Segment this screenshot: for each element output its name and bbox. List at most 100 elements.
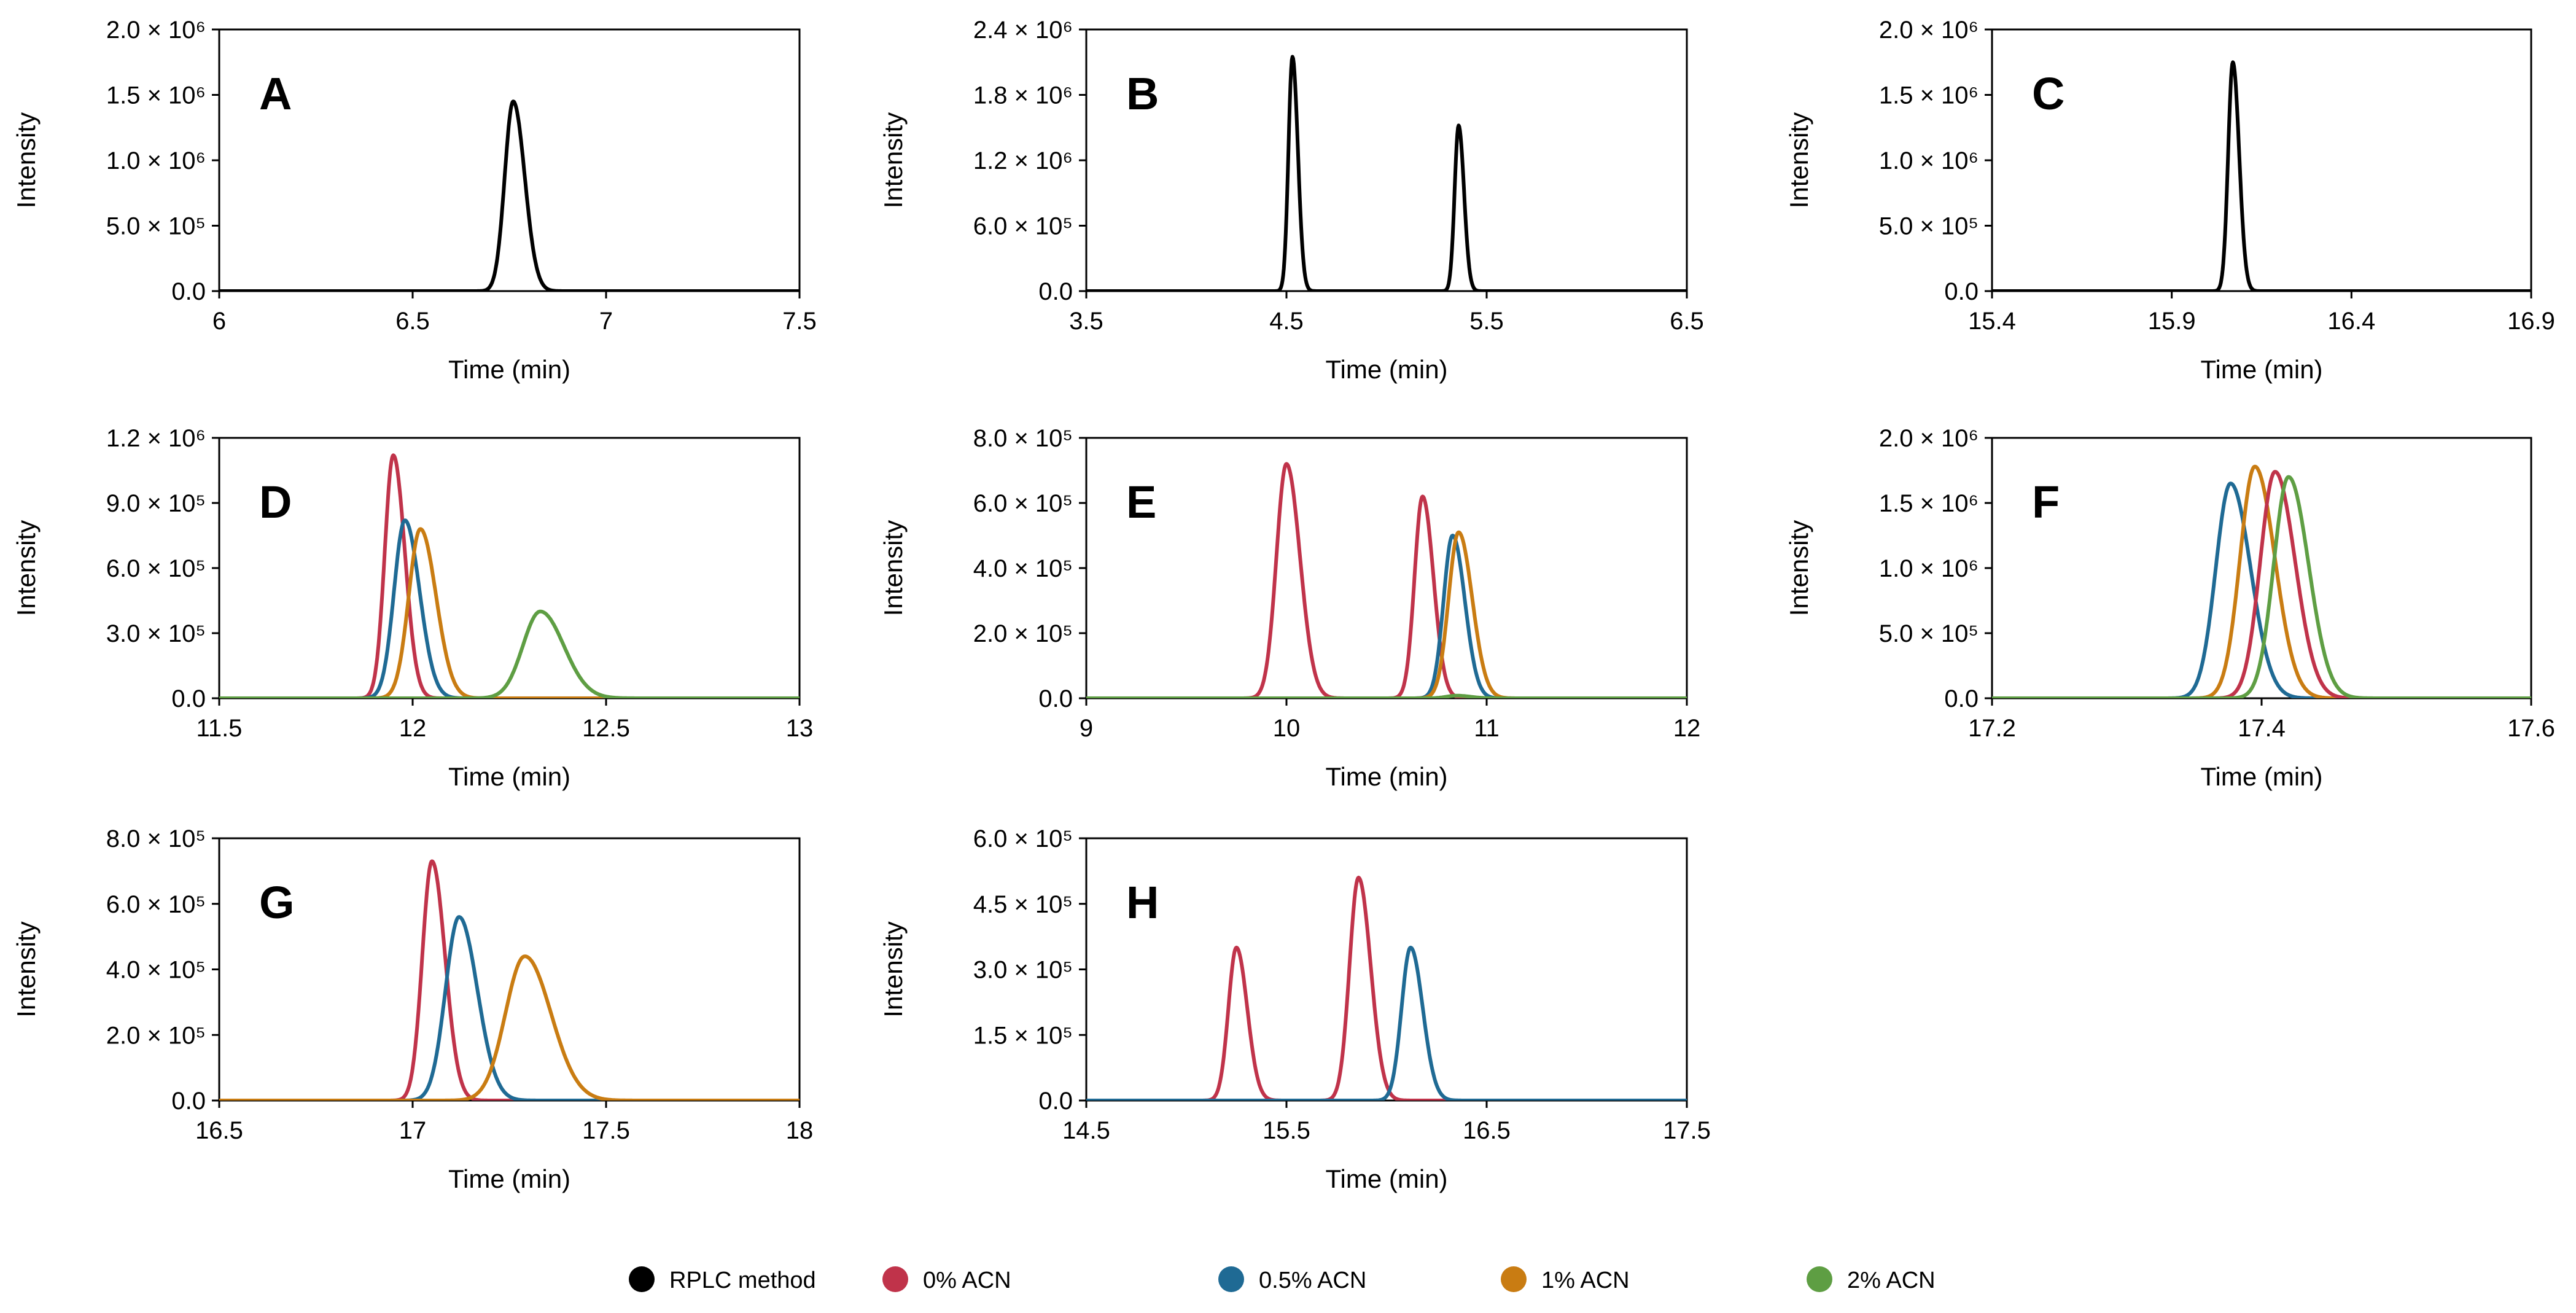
legend-label-acn05: 0.5% ACN	[1259, 1268, 1366, 1293]
y-tick-label: 6.0 × 10⁵	[973, 490, 1073, 517]
series-line-0-5-acn	[1086, 945, 1687, 1101]
panel-a: 0.0 5.0 × 10⁵ 1.0 × 10⁶ 1.5 × 10⁶ 2.0 × 10⁶ 6…	[12, 17, 817, 384]
plot-frame	[1085, 837, 1688, 1102]
x-axis-title: Time (min)	[1325, 762, 1447, 791]
y-axis-title: Intensity	[12, 921, 41, 1017]
y-tick-label: 5.0 × 10⁵	[106, 213, 206, 240]
y-tick-label: 4.0 × 10⁵	[106, 957, 206, 984]
legend-marker-acn0	[882, 1266, 908, 1292]
y-tick-label: 2.0 × 10⁶	[106, 17, 206, 44]
x-tick-label: 6	[212, 308, 226, 335]
plot-frame	[218, 437, 801, 699]
y-tick-label: 0.0	[1944, 278, 1979, 305]
y-tick-label: 8.0 × 10⁵	[973, 425, 1073, 452]
series-line-0-5-acn	[1992, 481, 2531, 698]
series-line-0-acn	[1992, 470, 2531, 698]
panel-letter: G	[259, 877, 295, 928]
y-tick-label: 2.0 × 10⁶	[1879, 17, 1979, 44]
y-tick-label: 4.0 × 10⁵	[973, 555, 1073, 582]
x-tick-label: 7.5	[782, 308, 817, 335]
plot-frame	[218, 837, 801, 1102]
y-tick-label: 1.5 × 10⁶	[106, 82, 206, 109]
y-axis-title: Intensity	[879, 520, 908, 616]
series-line-1-acn	[219, 954, 800, 1101]
y-tick-label: 2.4 × 10⁶	[973, 17, 1073, 44]
legend-label-rplc: RPLC method	[669, 1268, 816, 1293]
x-tick-label: 12	[1673, 715, 1701, 742]
y-axis-title: Intensity	[1784, 112, 1813, 208]
x-tick-label: 7	[599, 308, 613, 335]
panel-letter: C	[2032, 68, 2064, 119]
x-axis-title: Time (min)	[1325, 355, 1447, 384]
series-line-1-acn	[219, 527, 800, 698]
panel-e: 0.0 2.0 × 10⁵ 4.0 × 10⁵ 6.0 × 10⁵ 8.0 × 10⁵ 9…	[879, 425, 1700, 791]
y-tick-label: 0.0	[1038, 1088, 1073, 1115]
y-axis-title: Intensity	[12, 520, 41, 616]
y-tick-label: 6.0 × 10⁵	[973, 213, 1073, 240]
y-tick-label: 8.0 × 10⁵	[106, 825, 206, 852]
y-tick-label: 5.0 × 10⁵	[1879, 213, 1979, 240]
x-tick-label: 3.5	[1069, 308, 1103, 335]
y-tick-label: 1.2 × 10⁶	[106, 425, 206, 452]
x-axis-title: Time (min)	[448, 762, 570, 791]
legend-marker-rplc	[629, 1266, 655, 1292]
legend-label-acn1: 1% ACN	[1541, 1268, 1630, 1293]
x-tick-label: 6.5	[395, 308, 430, 335]
x-tick-label: 6.5	[1670, 308, 1704, 335]
x-tick-label: 17.5	[582, 1117, 630, 1144]
y-tick-label: 3.0 × 10⁵	[106, 620, 206, 647]
x-tick-label: 13	[786, 715, 814, 742]
plot-frame	[1085, 437, 1688, 699]
x-tick-label: 4.5	[1269, 308, 1304, 335]
panel-d: 0.0 3.0 × 10⁵ 6.0 × 10⁵ 9.0 × 10⁵ 1.2 × 10⁶ 1…	[12, 425, 813, 791]
x-axis-title: Time (min)	[2200, 762, 2322, 791]
series-line-0-acn	[219, 453, 800, 698]
y-tick-label: 1.5 × 10⁶	[1879, 490, 1979, 517]
series-line-0-acn	[1086, 462, 1687, 698]
y-tick-label: 1.8 × 10⁶	[973, 82, 1073, 109]
series-line-2-acn	[219, 609, 800, 698]
panel-letter: A	[259, 68, 292, 119]
y-tick-label: 6.0 × 10⁵	[106, 891, 206, 918]
series-line-rplc-method	[1086, 55, 1687, 291]
x-tick-label: 12.5	[582, 715, 630, 742]
y-tick-label: 4.5 × 10⁵	[973, 891, 1073, 918]
legend: RPLC method 0% ACN 0.5% ACN 1% ACN 2% ACN	[629, 1266, 1936, 1293]
plot-frame	[1085, 28, 1688, 292]
series-line-rplc-method	[1992, 60, 2531, 291]
x-tick-label: 16.9	[2507, 308, 2555, 335]
panel-letter: E	[1126, 477, 1156, 528]
y-tick-label: 0.0	[171, 1088, 206, 1115]
y-tick-label: 1.5 × 10⁶	[1879, 82, 1979, 109]
x-tick-label: 17.4	[2238, 715, 2286, 742]
x-tick-label: 15.4	[1968, 308, 2016, 335]
x-tick-label: 12	[399, 715, 427, 742]
panel-letter: B	[1126, 68, 1159, 119]
y-tick-label: 0.0	[171, 278, 206, 305]
panel-c: 0.0 5.0 × 10⁵ 1.0 × 10⁶ 1.5 × 10⁶ 2.0 × 10⁶ 1…	[1784, 17, 2555, 384]
legend-marker-acn05	[1218, 1266, 1244, 1292]
y-tick-label: 0.0	[1038, 685, 1073, 712]
y-axis-title: Intensity	[879, 921, 908, 1017]
x-tick-label: 10	[1273, 715, 1301, 742]
series-line-0-acn	[1086, 876, 1687, 1101]
y-tick-label: 1.0 × 10⁶	[106, 147, 206, 174]
series-line-2-acn	[1086, 693, 1687, 698]
legend-marker-acn2	[1807, 1266, 1832, 1292]
y-tick-label: 1.0 × 10⁶	[1879, 555, 1979, 582]
series-line-0-5-acn	[219, 915, 800, 1101]
x-tick-label: 11.5	[197, 715, 243, 742]
y-tick-label: 1.5 × 10⁵	[973, 1022, 1073, 1049]
series-line-0-5-acn	[1086, 534, 1687, 698]
y-axis-title: Intensity	[1784, 520, 1813, 616]
y-tick-label: 6.0 × 10⁵	[106, 555, 206, 582]
x-tick-label: 11	[1474, 715, 1500, 742]
panel-g: 0.0 2.0 × 10⁵ 4.0 × 10⁵ 6.0 × 10⁵ 8.0 × 10⁵ 1…	[12, 825, 813, 1193]
x-axis-title: Time (min)	[1325, 1164, 1447, 1193]
series-line-rplc-method	[219, 99, 800, 291]
legend-label-acn0: 0% ACN	[923, 1268, 1011, 1293]
x-tick-label: 5.5	[1469, 308, 1504, 335]
series-line-1-acn	[1992, 464, 2531, 698]
y-tick-label: 2.0 × 10⁵	[106, 1022, 206, 1049]
